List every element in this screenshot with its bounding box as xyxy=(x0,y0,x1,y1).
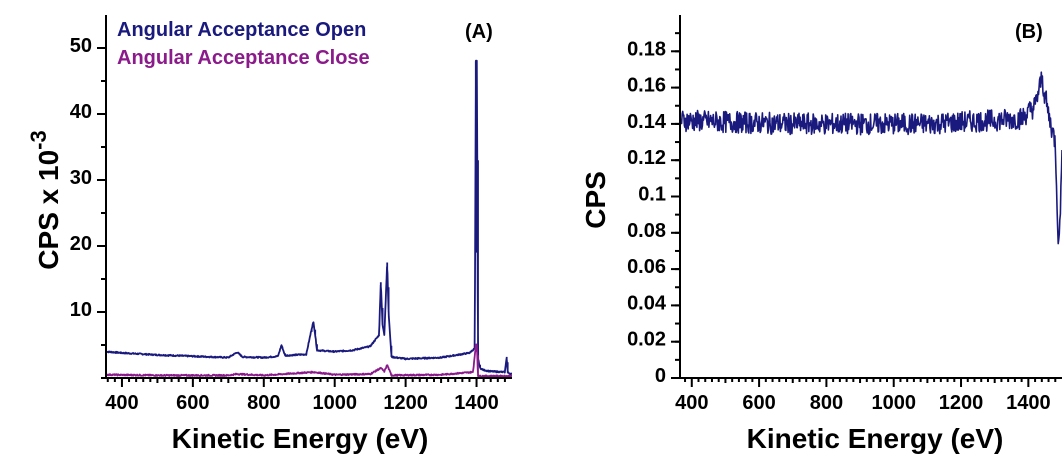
panel-a-x-tick-label: 1000 xyxy=(312,392,357,414)
panel-a-x-tick-label: 600 xyxy=(176,392,209,414)
panel-b-x-tick-label: 800 xyxy=(810,392,843,414)
panel-a-series-line-0 xyxy=(106,59,512,376)
panel-b-label: (B) xyxy=(1015,21,1043,43)
panel-b-axes: 400 600 800 1000 1200 1400 0 0.02 0.04 0.06 0.08 0.… xyxy=(627,15,1062,414)
panel-a-x-axis-title: Kinetic Energy (eV) xyxy=(172,423,429,454)
panel-a-x-tick-label: 800 xyxy=(247,392,280,414)
panel-a-x-tick-label: 1200 xyxy=(383,392,428,414)
panel-a-y-tick-label: 40 xyxy=(70,101,92,123)
panel-a-y-tick-label: 30 xyxy=(70,167,92,189)
panel-a-series-line-1 xyxy=(106,343,512,378)
panel-b-y-tick-label: 0.08 xyxy=(627,220,666,242)
panel-b-y-tick-label: 0.12 xyxy=(627,147,666,169)
panel-a-y-tick-label: 10 xyxy=(70,299,92,321)
panel-a-y-axis-title-exponent: -3 xyxy=(26,130,51,150)
panel-a-series xyxy=(106,59,512,378)
panel-b-x-tick-label: 1400 xyxy=(1006,392,1051,414)
panel-b-series-line-0 xyxy=(680,71,1062,245)
panel-a-y-tick-label: 20 xyxy=(70,233,92,255)
panel-b-x-tick-label: 400 xyxy=(675,392,708,414)
panel-b-x-tick-label: 600 xyxy=(742,392,775,414)
panel-b: 400 600 800 1000 1200 1400 0 0.02 0.04 0.06 0.08 0.… xyxy=(580,15,1062,454)
panel-b-y-tick-label: 0.18 xyxy=(627,38,666,60)
panel-b-x-tick-label: 1000 xyxy=(871,392,916,414)
panel-b-y-tick-label: 0.1 xyxy=(638,184,666,206)
panel-b-y-tick-label: 0.04 xyxy=(627,292,667,314)
panel-a-axes: 400 600 800 1000 1200 1400 10 20 30 40 50 xyxy=(70,15,512,414)
panel-a-x-tick-label: 1400 xyxy=(454,392,499,414)
legend-entry-open: Angular Acceptance Open xyxy=(117,19,366,41)
panel-b-y-tick-label: 0 xyxy=(655,365,666,387)
panel-a-y-axis-title: CPS x 10-3 xyxy=(26,130,64,269)
panel-b-y-tick-label: 0.16 xyxy=(627,75,666,97)
panel-a-x-tick-label: 400 xyxy=(105,392,138,414)
panel-b-x-tick-label: 1200 xyxy=(939,392,984,414)
panel-b-x-axis-title: Kinetic Energy (eV) xyxy=(747,423,1004,454)
panel-a-label: (A) xyxy=(465,21,493,43)
panel-b-series xyxy=(680,71,1062,245)
panel-b-y-tick-label: 0.06 xyxy=(627,256,666,278)
panel-a-y-axis-title-text: CPS x 10 xyxy=(33,150,64,270)
legend-entry-close: Angular Acceptance Close xyxy=(117,47,370,69)
panel-a-y-tick-label: 50 xyxy=(70,35,92,57)
panel-a: 400 600 800 1000 1200 1400 10 20 30 40 50 CPS x 10… xyxy=(26,15,512,454)
panel-b-y-axis-title: CPS xyxy=(580,171,611,229)
panel-b-y-tick-label: 0.14 xyxy=(627,111,667,133)
panel-b-y-tick-label: 0.02 xyxy=(627,329,666,351)
